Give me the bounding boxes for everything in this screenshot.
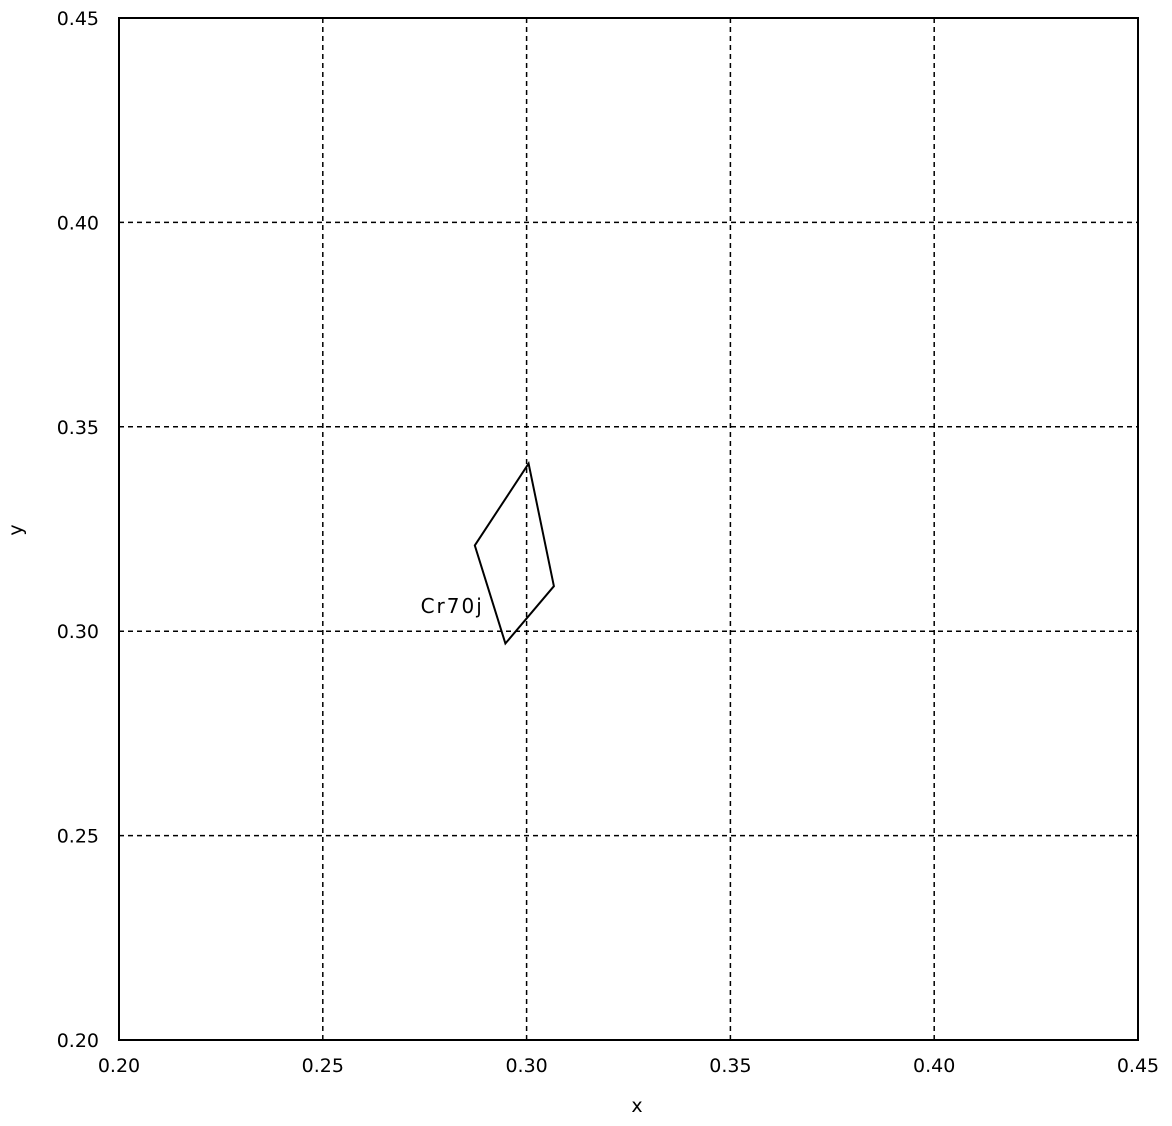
y-tick-label: 0.40 (57, 212, 99, 234)
annotations: Cr70j (421, 594, 484, 618)
x-tick-label: 0.25 (302, 1055, 344, 1077)
series-layer (473, 461, 555, 646)
series-polygon (473, 461, 555, 646)
plot-frame (118, 17, 1139, 1041)
x-axis-title: x (631, 1095, 642, 1117)
x-tick-label: 0.35 (709, 1055, 751, 1077)
y-tick-label: 0.45 (57, 8, 99, 30)
y-axis-title: y (5, 524, 27, 535)
y-tick-label: 0.20 (57, 1030, 99, 1052)
x-tick-label: 0.30 (505, 1055, 547, 1077)
y-tick-label: 0.35 (57, 417, 99, 439)
y-tick-label: 0.25 (57, 826, 99, 848)
tick-labels: 0.20 0.25 0.30 0.35 0.40 0.45 0.20 0.25 0.30 0.35… (57, 8, 1159, 1077)
y-tick-label: 0.30 (57, 621, 99, 643)
annotation-label: Cr70j (421, 594, 484, 618)
x-tick-label: 0.45 (1117, 1055, 1159, 1077)
grid-lines (119, 18, 1138, 1040)
x-tick-label: 0.40 (913, 1055, 955, 1077)
x-tick-label: 0.20 (98, 1055, 140, 1077)
